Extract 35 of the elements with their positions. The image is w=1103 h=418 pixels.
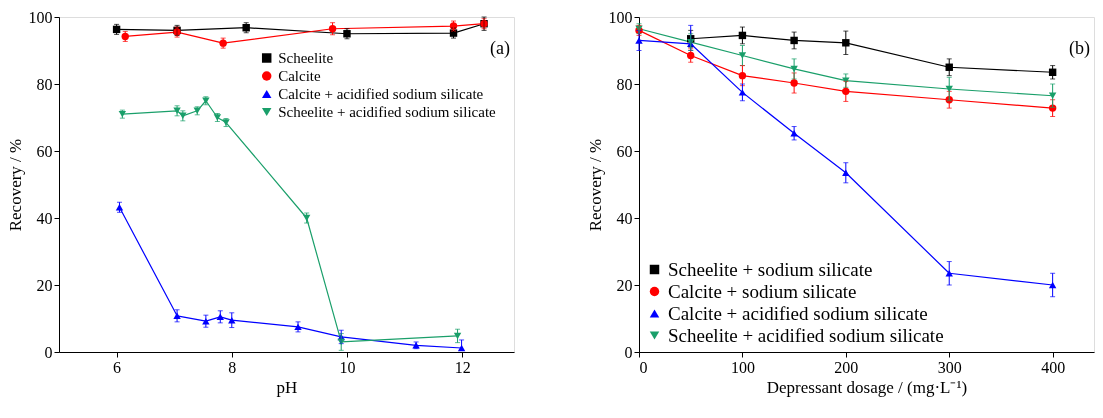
y-tick-label: 40 <box>616 209 633 227</box>
x-tick-label: 12 <box>454 358 471 376</box>
x-tick-label: 6 <box>113 358 122 376</box>
y-tick-label: 0 <box>44 343 53 361</box>
y-tick-label: 0 <box>624 343 633 361</box>
y-tick-label: 60 <box>36 142 53 160</box>
y-tick-label: 20 <box>616 276 633 294</box>
legend-label: Calcite + sodium silicate <box>668 280 857 302</box>
annotation: (b) <box>1069 38 1090 60</box>
y-axis-title: Recovery / % <box>5 138 25 232</box>
x-axis-title: pH <box>276 377 298 397</box>
legend-label: Scheelite <box>278 50 334 66</box>
legend-label: Calcite + acidified sodium silicate <box>278 86 484 102</box>
x-tick-label: 8 <box>228 358 237 376</box>
legend-label: Calcite <box>278 68 322 84</box>
annotation: (a) <box>490 38 510 60</box>
legend-label: Scheelite + acidified sodium silicate <box>278 104 497 120</box>
y-tick-label: 80 <box>36 75 53 93</box>
x-axis-title: Depressant dosage / (mg·L⁻¹) <box>766 377 968 397</box>
y-tick-label: 80 <box>616 75 633 93</box>
x-tick-label: 300 <box>937 358 962 376</box>
x-tick-label: 200 <box>834 358 859 376</box>
legend-label: Scheelite + sodium silicate <box>668 258 873 280</box>
x-tick-label: 10 <box>339 358 356 376</box>
x-tick-label: 0 <box>639 358 648 376</box>
y-axis-title: Recovery / % <box>585 138 605 232</box>
y-tick-label: 100 <box>28 8 53 26</box>
legend-label: Scheelite + acidified sodium silicate <box>668 324 944 346</box>
y-tick-label: 20 <box>36 276 53 294</box>
legend-label: Calcite + acidified sodium silicate <box>668 302 928 324</box>
y-tick-label: 60 <box>616 142 633 160</box>
y-tick-label: 40 <box>36 209 53 227</box>
x-tick-label: 100 <box>730 358 755 376</box>
y-tick-label: 100 <box>608 8 633 26</box>
x-tick-label: 400 <box>1041 358 1066 376</box>
